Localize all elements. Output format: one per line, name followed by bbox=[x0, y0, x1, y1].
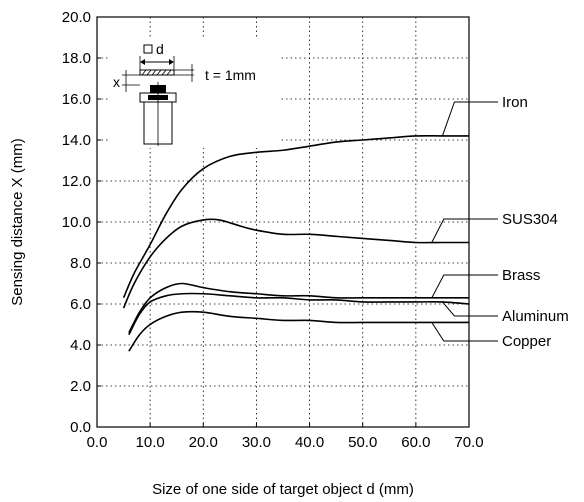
legend-label-sus304: SUS304 bbox=[502, 211, 558, 228]
y-tick-label: 18.0 bbox=[62, 50, 91, 67]
series-line-sus304 bbox=[122, 218, 469, 309]
series-line-copper bbox=[128, 310, 469, 352]
inset-d-label: d bbox=[156, 41, 164, 57]
legend-label-aluminum: Aluminum bbox=[502, 308, 569, 325]
y-tick-label: 10.0 bbox=[62, 214, 91, 231]
y-tick-label: 8.0 bbox=[70, 255, 91, 272]
x-tick-label: 50.0 bbox=[348, 434, 377, 451]
x-tick-label: 10.0 bbox=[136, 434, 165, 451]
x-tick-label: 0.0 bbox=[87, 434, 108, 451]
legend-leader-copper bbox=[431, 322, 498, 342]
x-tick-label: 60.0 bbox=[401, 434, 430, 451]
y-axis-title: Sensing distance X (mm) bbox=[9, 138, 26, 306]
y-tick-label: 12.0 bbox=[62, 173, 91, 190]
x-tick-label: 30.0 bbox=[242, 434, 271, 451]
y-tick-label: 14.0 bbox=[62, 132, 91, 149]
legend-leader-aluminum bbox=[442, 301, 498, 317]
legend-leader-brass bbox=[431, 274, 498, 299]
inset-thickness-label: t = 1mm bbox=[205, 67, 256, 83]
y-tick-label: 4.0 bbox=[70, 337, 91, 354]
sensor-inset-diagram: d t = 1mm x bbox=[110, 38, 280, 148]
series-lines bbox=[122, 134, 470, 352]
y-tick-label: 16.0 bbox=[62, 91, 91, 108]
x-tick-label: 70.0 bbox=[454, 434, 483, 451]
d-arrow-left bbox=[140, 59, 145, 65]
y-tick-label: 20.0 bbox=[62, 9, 91, 26]
x-axis-title: Size of one side of target object d (mm) bbox=[152, 481, 414, 498]
legend-leader-sus304 bbox=[431, 218, 498, 243]
series-line-iron bbox=[122, 134, 469, 299]
y-tick-label: 6.0 bbox=[70, 296, 91, 313]
y-tick-label: 2.0 bbox=[70, 378, 91, 395]
legend-label-copper: Copper bbox=[502, 333, 551, 350]
y-tick-label: 0.0 bbox=[70, 419, 91, 436]
legend: Iron SUS304 Brass Aluminum Copper bbox=[431, 94, 569, 350]
legend-leader-iron bbox=[441, 101, 498, 137]
series-line-brass bbox=[128, 282, 469, 334]
inset-x-label: x bbox=[113, 74, 120, 90]
inset-background bbox=[110, 38, 280, 148]
x-axis-ticks: 0.0 10.0 20.0 30.0 40.0 50.0 60.0 70.0 bbox=[87, 423, 484, 451]
series-line-aluminum bbox=[128, 292, 470, 336]
target-plate-hatch bbox=[141, 69, 172, 76]
legend-label-iron: Iron bbox=[502, 94, 528, 111]
x-tick-label: 40.0 bbox=[295, 434, 324, 451]
legend-label-brass: Brass bbox=[502, 267, 540, 284]
y-axis-ticks: 0.0 2.0 4.0 6.0 8.0 10.0 12.0 14.0 16.0 18.0 20.0 bbox=[62, 9, 101, 436]
x-tick-label: 20.0 bbox=[189, 434, 218, 451]
d-arrow-right bbox=[169, 59, 174, 65]
d-square-symbol bbox=[143, 44, 153, 54]
